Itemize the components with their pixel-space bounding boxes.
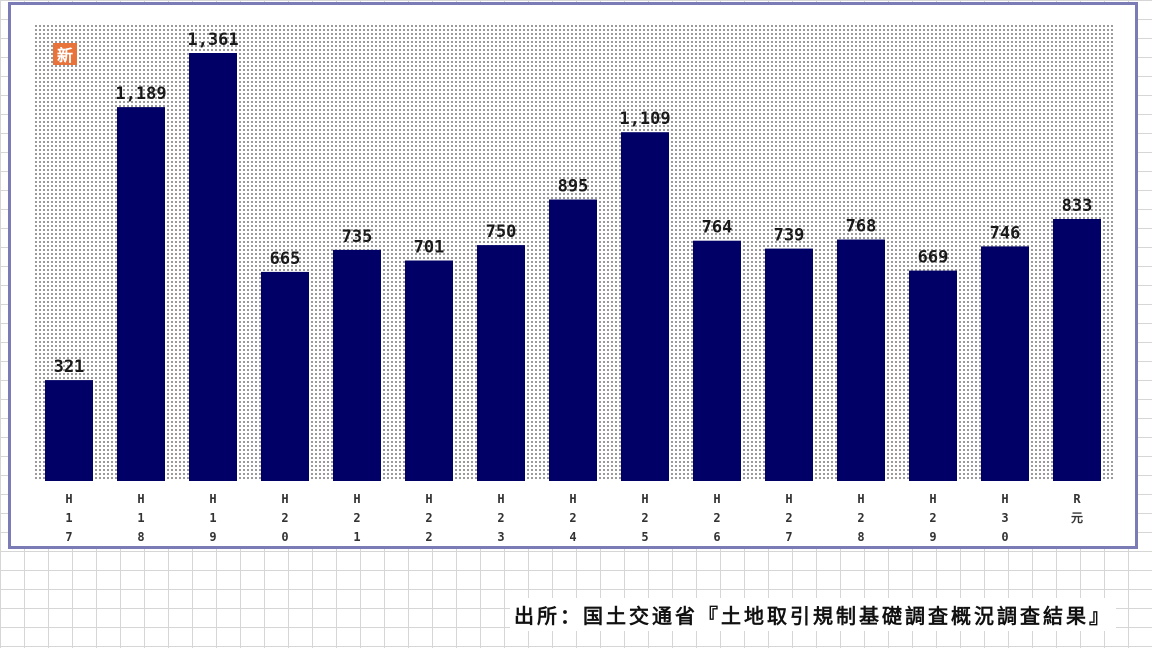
value-label-H25: 1,109	[619, 109, 670, 129]
bar-H29	[909, 270, 957, 481]
value-label-H17: 321	[54, 357, 85, 377]
source-note: 出所：国土交通省『土地取引規制基礎調査概況調査結果』	[510, 598, 1116, 631]
value-label-H21: 735	[342, 227, 373, 247]
bar-R元	[1053, 219, 1101, 481]
badge-text: 新	[57, 46, 73, 65]
bar-H25	[621, 132, 669, 481]
bar-H23	[477, 245, 525, 481]
value-label-H26: 764	[702, 218, 733, 238]
bar-H27	[765, 248, 813, 481]
bar-H20	[261, 271, 309, 481]
value-label-H30: 746	[990, 223, 1021, 243]
value-label-R元: 833	[1062, 196, 1093, 216]
bar-H22	[405, 260, 453, 481]
bar-H28	[837, 239, 885, 481]
value-label-H22: 701	[414, 238, 445, 258]
bar-H21	[333, 249, 381, 481]
value-label-H24: 895	[558, 177, 589, 197]
value-label-H19: 1,361	[187, 30, 238, 50]
bar-chart: 新 321 1,189 1,361 665 735 701 750 895 1,109 764 73…	[33, 25, 1113, 544]
value-label-H18: 1,189	[115, 84, 166, 104]
value-label-H23: 750	[486, 222, 517, 242]
chart-frame: 新 321 1,189 1,361 665 735 701 750 895 1,109 764 73…	[8, 2, 1138, 549]
new-badge-icon: 新	[53, 43, 77, 65]
value-label-H29: 669	[918, 248, 949, 268]
bar-H19	[189, 53, 237, 481]
bar-H26	[693, 240, 741, 481]
value-label-H27: 739	[774, 226, 805, 246]
bar-H30	[981, 246, 1029, 481]
bar-H24	[549, 199, 597, 481]
value-label-H20: 665	[270, 249, 301, 269]
bar-H17	[45, 380, 93, 481]
bar-H18	[117, 107, 165, 481]
value-label-H28: 768	[846, 217, 877, 237]
